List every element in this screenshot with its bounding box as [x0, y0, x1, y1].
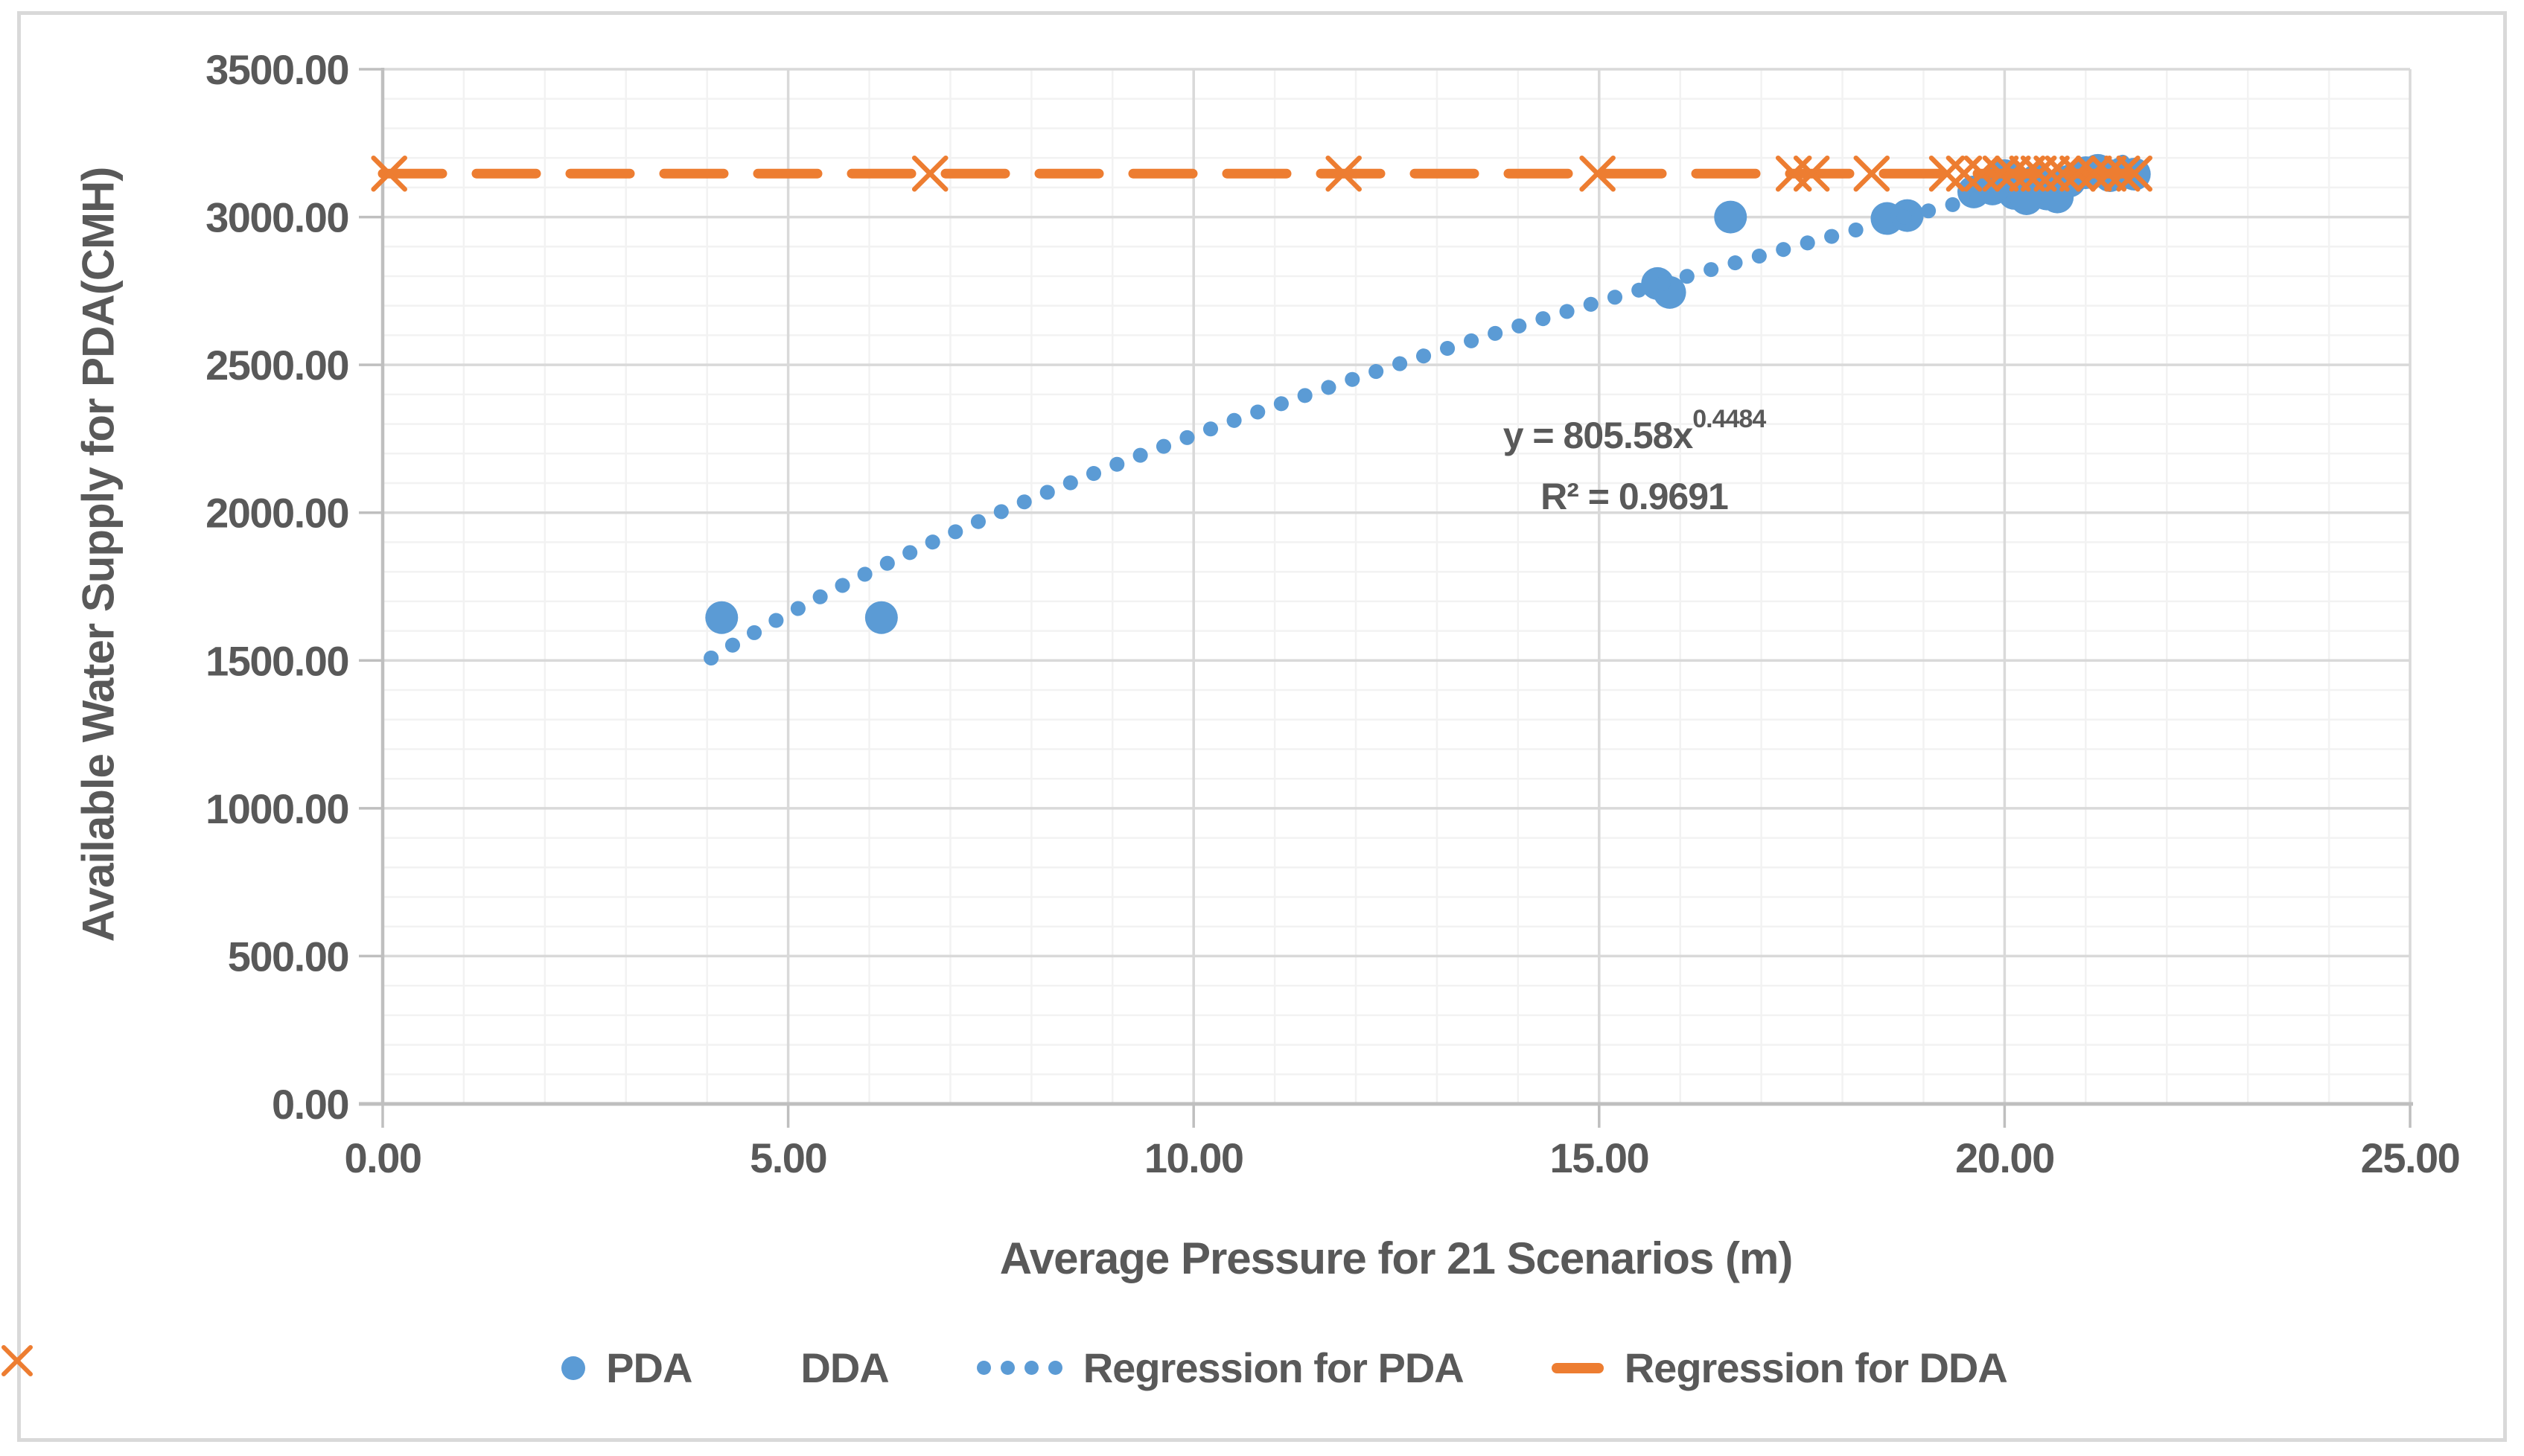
r-squared-line: R² = 0.9691: [1540, 476, 1729, 517]
dda-point: [1325, 155, 1362, 192]
equation-exponent: 0.4484: [1692, 405, 1766, 433]
y-tick-label: 1000.00: [205, 785, 348, 832]
dda-point: [2020, 155, 2057, 192]
equation-line: y = 805.58x0.4484: [1502, 389, 1767, 466]
tick-labels: 0.00 500.00 1000.00 1500.00 2000.00 2500.00 30…: [205, 46, 2461, 1181]
legend-item-pda: PDA: [561, 1344, 692, 1392]
legend-item-regression-for-pda: Regression for PDA: [976, 1344, 1465, 1392]
dda-point: [911, 155, 949, 192]
legend-label: DDA: [800, 1344, 889, 1391]
dda-point: [2090, 155, 2127, 192]
y-axis-title: Available Water Supply for PDA(CMH): [73, 167, 124, 942]
legend-pda-circle-icon: [561, 1356, 586, 1380]
y-tick-label: 2000.00: [205, 490, 348, 537]
equation-prefix: y = 805.58x: [1502, 415, 1694, 456]
y-tick-label: 500.00: [228, 933, 348, 980]
legend-dash-icon: [1551, 1362, 1604, 1373]
x-tick-label: 5.00: [750, 1134, 826, 1181]
legend-item-regression-for-dda: Regression for DDA: [1551, 1344, 2008, 1392]
trendline-equation: y = 805.58x0.4484 R² = 0.9691: [1502, 389, 1767, 527]
x-tick-label: 25.00: [2361, 1134, 2460, 1181]
legend-label: Regression for PDA: [1083, 1344, 1465, 1391]
y-tick-label: 3500.00: [205, 46, 348, 93]
dda-point: [1982, 155, 2019, 192]
dda-point: [2059, 155, 2096, 192]
x-tick-label: 20.00: [1955, 1134, 2054, 1181]
pda-point: [864, 601, 898, 634]
x-axis-title: Average Pressure for 21 Scenarios (m): [999, 1233, 1794, 1283]
dda-point: [2075, 155, 2112, 192]
axes: [359, 68, 2413, 1128]
dda-point: [1853, 155, 1890, 192]
major-gridlines: [383, 68, 2412, 1104]
legend-label: Regression for DDA: [1624, 1344, 2008, 1391]
legend-item-dda: DDA: [1, 1344, 890, 1392]
x-tick-label: 15.00: [1549, 1134, 1648, 1181]
dda-point: [1928, 155, 1966, 192]
legend-dotted-line-icon: [976, 1361, 1062, 1375]
dda-point: [371, 155, 407, 192]
dda-point: [1995, 155, 2031, 192]
chart-border: [17, 11, 2507, 1442]
pda-point: [1714, 200, 1747, 234]
chart-legend: PDA DDA Regression for PDA Regression for D…: [0, 1344, 2524, 1392]
minor-gridlines: [383, 69, 2410, 1104]
dda-point: [2009, 155, 2046, 192]
y-tick-label: 2500.00: [205, 342, 348, 389]
series-dda: [371, 155, 2152, 192]
regression-pda-dotted-line: [704, 150, 2150, 665]
series-regression-pda: [704, 150, 2150, 665]
x-tick-label: 10.00: [1144, 1134, 1243, 1181]
legend-label: PDA: [606, 1344, 692, 1391]
y-tick-label: 3000.00: [205, 194, 348, 241]
dda-point: [1579, 155, 1616, 192]
dda-point: [2116, 155, 2152, 192]
dda-point: [2033, 155, 2070, 192]
x-tick-label: 0.00: [345, 1134, 421, 1181]
dda-point: [1793, 155, 1830, 192]
dda-point: [2104, 155, 2141, 192]
y-tick-label: 0.00: [272, 1081, 348, 1128]
y-tick-label: 1500.00: [205, 637, 348, 684]
dda-point: [2045, 155, 2082, 192]
pda-point: [705, 601, 739, 634]
